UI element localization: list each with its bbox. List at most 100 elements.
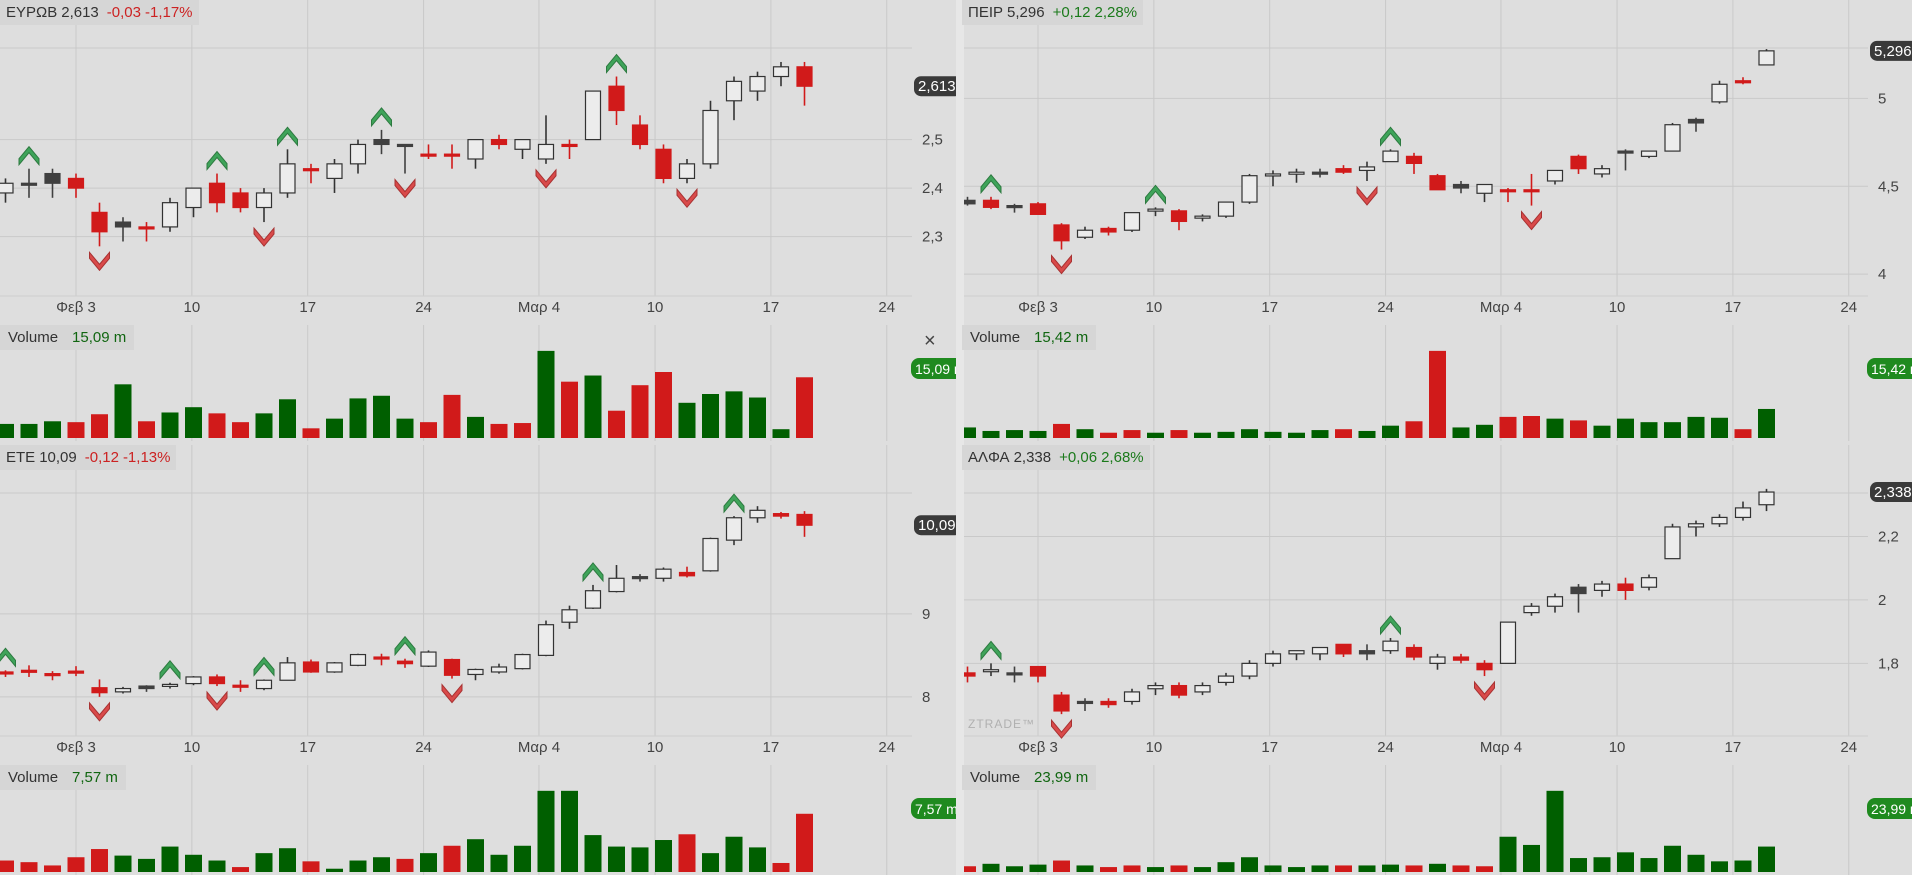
volume-tag <box>1867 798 1912 819</box>
candle-body <box>1476 183 1493 194</box>
x-tick-label: 10 <box>1609 299 1626 316</box>
candle <box>561 139 578 159</box>
volume-chart-ete[interactable]: 7,57 m <box>0 765 956 875</box>
candle <box>0 178 14 203</box>
price-legend: ΠΕΙΡ 5,296 +0,12 2,28% <box>962 0 1144 25</box>
volume-bar <box>725 391 743 438</box>
candle-body <box>1711 83 1728 103</box>
change-value: +0,06 <box>1059 449 1098 466</box>
candle-body <box>608 85 625 112</box>
candle <box>1711 80 1728 104</box>
change-percent: -1,13% <box>122 449 171 466</box>
candle-body <box>514 138 531 150</box>
close-icon[interactable]: × <box>924 330 936 352</box>
price-legend: ΑΛΦΑ 2,338 +0,06 2,68% <box>962 445 1150 470</box>
candle-body <box>1734 80 1752 84</box>
volume-bar <box>1570 858 1587 872</box>
candle-body <box>0 182 14 194</box>
volume-bar <box>1311 430 1329 438</box>
candle-body <box>1170 210 1188 223</box>
volume-chart-peir[interactable]: 15,42 m <box>962 325 1912 441</box>
candle-body <box>631 576 649 580</box>
up-arrow-marker <box>582 562 604 583</box>
volume-value: 7,57 m <box>72 769 118 786</box>
candle-body <box>1758 50 1775 66</box>
candle-body <box>1382 640 1399 652</box>
candle <box>443 144 461 169</box>
volume-bar <box>1358 865 1376 872</box>
volume-chart-alfa[interactable]: 23,99 m <box>962 765 1912 875</box>
candle <box>1241 660 1258 680</box>
volume-bar <box>1593 857 1611 872</box>
volume-chart-evrov[interactable]: 15,09 m <box>0 325 956 441</box>
candle-body <box>1546 169 1564 182</box>
down-arrow-marker <box>253 226 275 247</box>
volume-bar <box>467 416 484 438</box>
volume-bar <box>584 835 602 872</box>
candle <box>1053 691 1070 715</box>
up-arrow-marker <box>371 107 392 128</box>
down-arrow-marker <box>1051 718 1072 739</box>
candle <box>138 685 155 692</box>
volume-bar <box>514 423 531 438</box>
plot-background <box>962 0 1912 320</box>
up-arrow-marker <box>277 126 298 147</box>
candle <box>373 653 390 666</box>
y-tick-label: 2,2 <box>1878 528 1899 545</box>
candle-body <box>982 669 1000 673</box>
candle <box>1758 49 1775 66</box>
candle <box>1476 660 1493 677</box>
volume-bar <box>1523 844 1540 872</box>
x-tick-label: Μαρ 4 <box>1480 299 1522 316</box>
candle-body <box>1076 700 1094 705</box>
candle-body <box>561 143 578 148</box>
change-value: -0,03 <box>106 4 141 21</box>
candle <box>1170 209 1188 231</box>
volume-bar <box>962 427 976 438</box>
candle <box>373 129 390 155</box>
candle <box>490 663 508 674</box>
candle <box>702 537 719 572</box>
price-chart-ete[interactable]: Φεβ 3 10 17 24 Μαρ 4 10 17 24 9 8 10,09 <box>0 445 956 760</box>
up-arrow-marker <box>159 659 181 681</box>
candle <box>1523 603 1540 616</box>
chart-panel-ete[interactable]: Φεβ 3 10 17 24 Μαρ 4 10 17 24 9 8 10,09 ΕΤΕ 10,09 … <box>0 445 956 875</box>
chart-panel-alfa[interactable]: Φεβ 3 10 17 24 Μαρ 4 10 17 24 2,2 2 1,8 2,338 ΑΛΦΑ … <box>962 445 1912 875</box>
volume-bar <box>185 407 202 438</box>
candle <box>962 666 976 683</box>
candle-body <box>1029 203 1047 215</box>
chart-panel-peir[interactable]: Φεβ 3 10 17 24 Μαρ 4 10 17 24 5 4,5 4 5,296 ΠΕΙΡ 5,… <box>962 0 1912 445</box>
chart-panel-evrov[interactable]: Φεβ 3 10 17 24 Μαρ 4 10 17 24 2,5 2,4 2,3 2,613 ΕΥΡ… <box>0 0 956 445</box>
volume-bar <box>138 858 155 872</box>
candle <box>796 61 813 106</box>
candle <box>1194 682 1211 696</box>
plot-background <box>962 445 1912 760</box>
candle-body <box>1570 586 1587 595</box>
x-tick-label: 10 <box>647 739 664 756</box>
volume-bar <box>749 847 766 872</box>
candle-body <box>1405 646 1423 658</box>
volume-bar <box>1053 423 1070 438</box>
x-tick-label: 17 <box>763 299 780 316</box>
candle-body <box>67 670 85 674</box>
price-chart-evrov[interactable]: Φεβ 3 10 17 24 Μαρ 4 10 17 24 2,5 2,4 2,3 2,613 <box>0 0 956 320</box>
candle <box>678 566 696 578</box>
volume-bar <box>1288 867 1305 872</box>
volume-bar <box>1100 432 1117 438</box>
volume-bar <box>1664 422 1681 438</box>
candle <box>1311 168 1329 178</box>
candle-body <box>1664 124 1681 152</box>
candle <box>584 584 602 609</box>
candle <box>44 168 61 198</box>
price-chart-alfa[interactable]: Φεβ 3 10 17 24 Μαρ 4 10 17 24 2,2 2 1,8 2,338 <box>962 445 1912 760</box>
volume-bar <box>232 422 249 438</box>
x-tick-label: 10 <box>1609 739 1626 756</box>
up-arrow-marker <box>980 174 1002 195</box>
candle-body <box>1523 605 1540 614</box>
volume-bar <box>1100 867 1117 872</box>
candle-body <box>185 187 202 209</box>
last-price-tag <box>1870 482 1912 503</box>
x-tick-label: 24 <box>1377 299 1394 316</box>
candle <box>1147 207 1164 217</box>
price-chart-peir[interactable]: Φεβ 3 10 17 24 Μαρ 4 10 17 24 5 4,5 4 5,296 <box>962 0 1912 320</box>
